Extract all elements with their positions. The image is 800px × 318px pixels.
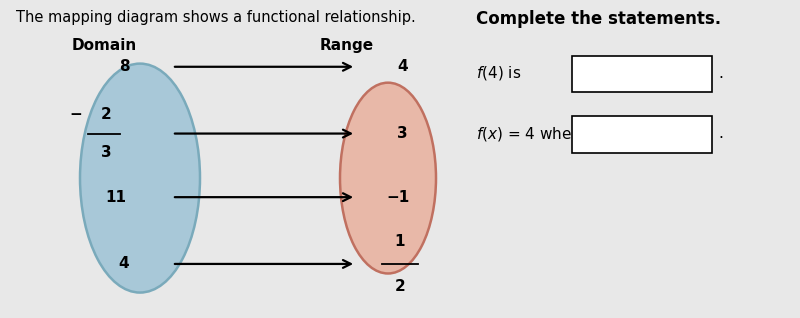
Text: .: .: [718, 66, 723, 81]
Text: 2: 2: [101, 107, 112, 122]
Text: $f$($x$) = 4 when $x$ is: $f$($x$) = 4 when $x$ is: [476, 125, 613, 142]
Ellipse shape: [340, 83, 436, 273]
Text: $f$(4) is: $f$(4) is: [476, 64, 522, 82]
Text: Domain: Domain: [72, 38, 138, 53]
Text: 8: 8: [118, 59, 130, 74]
Text: 4: 4: [118, 256, 130, 272]
Text: The mapping diagram shows a functional relationship.: The mapping diagram shows a functional r…: [16, 10, 416, 24]
FancyBboxPatch shape: [572, 56, 712, 92]
Text: .: .: [718, 126, 723, 141]
Ellipse shape: [80, 64, 200, 293]
Text: 11: 11: [106, 190, 126, 205]
Text: −: −: [70, 107, 82, 122]
Text: 4: 4: [397, 59, 408, 74]
Text: 3: 3: [397, 126, 408, 141]
Text: 1: 1: [394, 234, 406, 249]
FancyBboxPatch shape: [572, 116, 712, 153]
Text: Complete the statements.: Complete the statements.: [476, 10, 721, 28]
Text: 2: 2: [394, 279, 406, 294]
Text: 3: 3: [101, 145, 112, 160]
Text: −1: −1: [386, 190, 410, 205]
Text: Range: Range: [320, 38, 374, 53]
